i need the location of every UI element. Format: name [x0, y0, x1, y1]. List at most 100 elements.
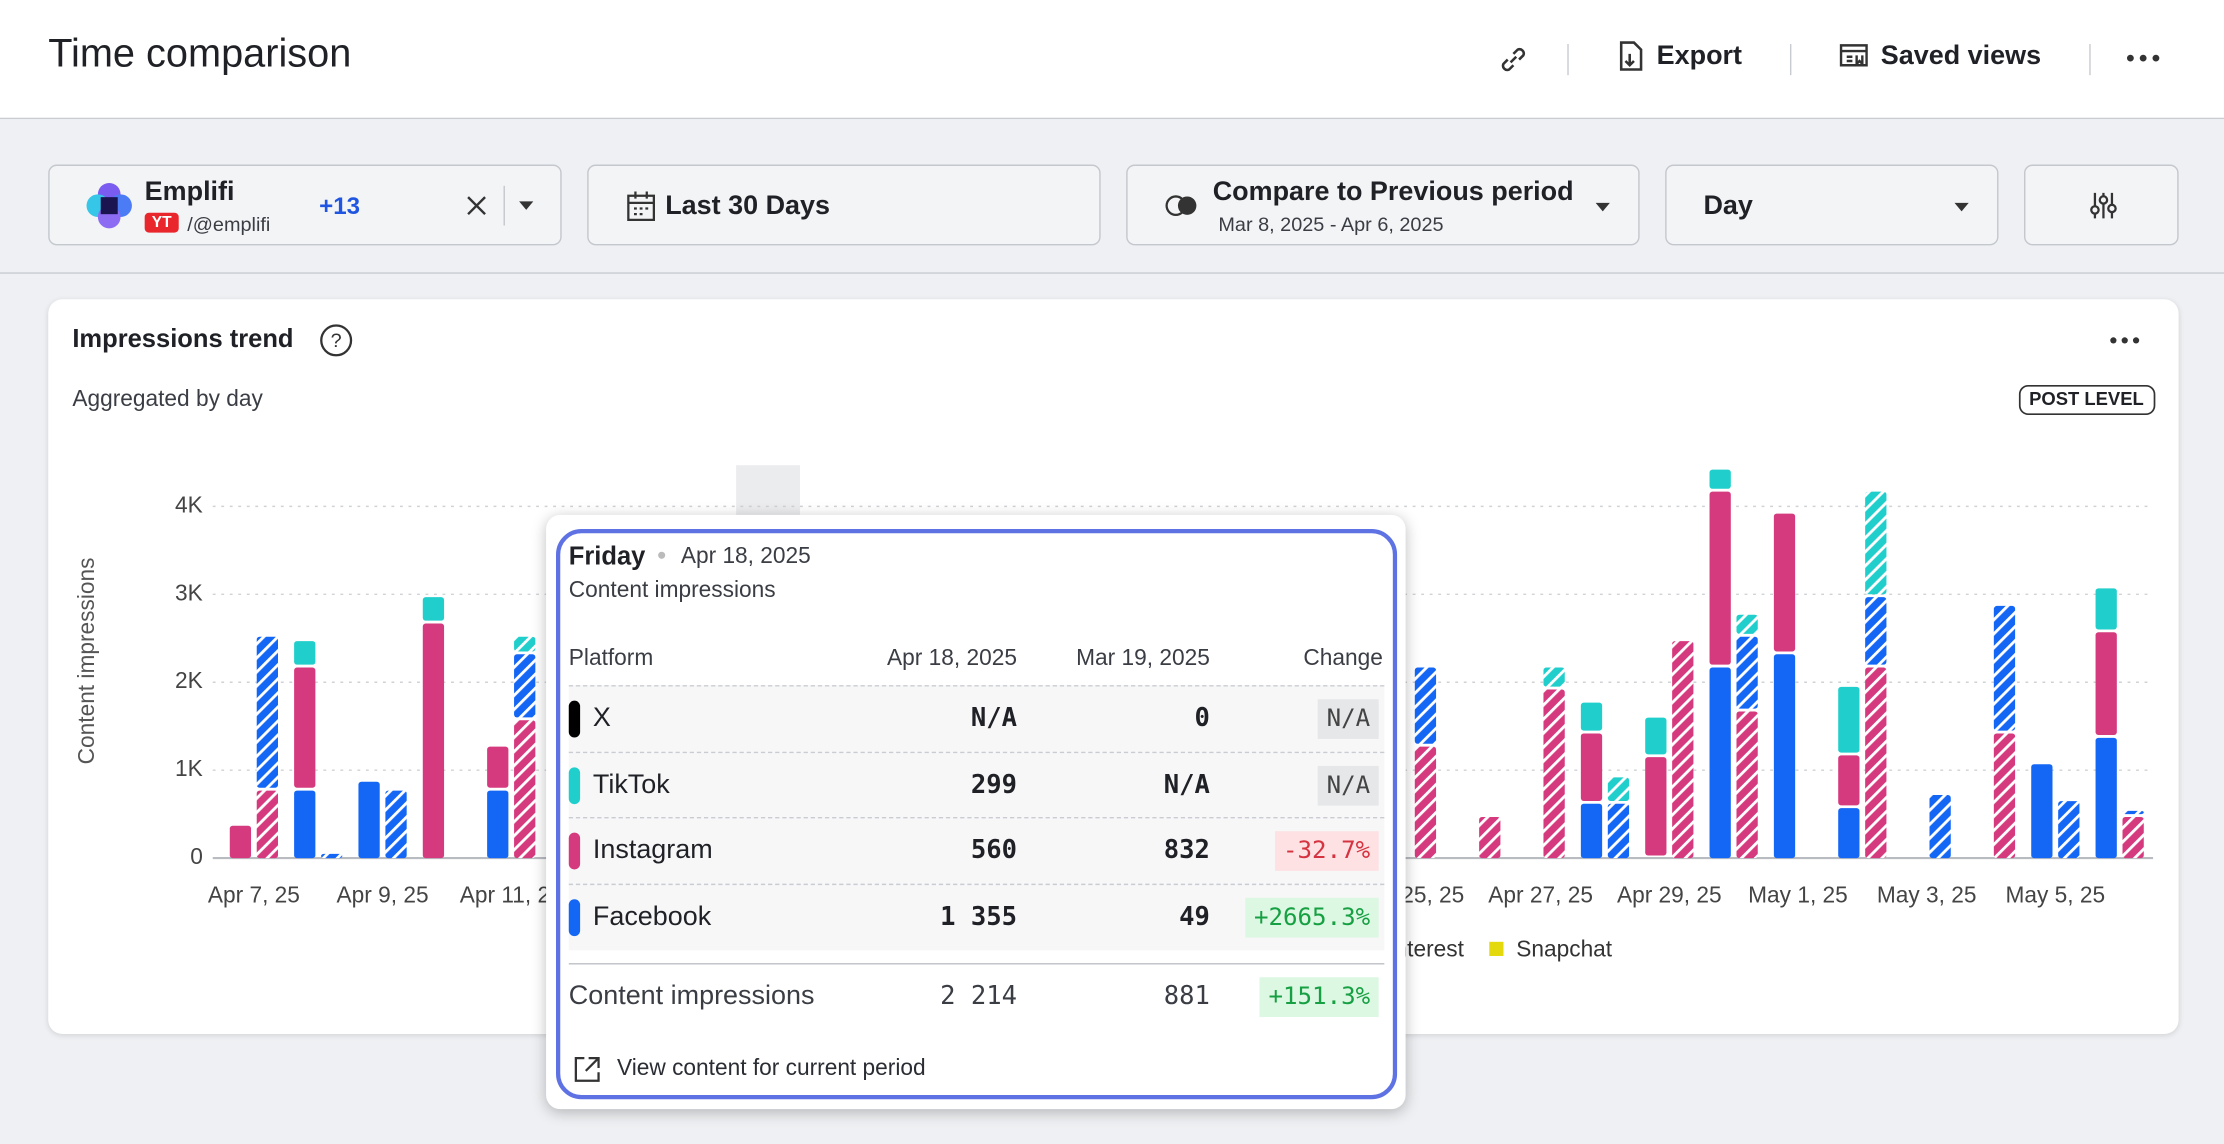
- y-axis-label: Content impressions: [73, 558, 99, 765]
- badge-box: [2018, 384, 2156, 416]
- granularity: Day: [1703, 191, 1753, 222]
- saved-views-label: Saved views: [1880, 41, 2042, 71]
- divider: [2089, 43, 2091, 76]
- compare-range: Mar 8, 2025 - Apr 6, 2025: [1218, 212, 1444, 236]
- export-button[interactable]: Export: [1617, 40, 1742, 74]
- profile-filter[interactable]: Emplifi YT /@emplifi +13: [48, 164, 562, 246]
- svg-text:?: ?: [331, 330, 342, 352]
- export-label: Export: [1656, 41, 1743, 71]
- previous-bar-segment: [1479, 816, 1501, 859]
- bar-segment: [1580, 733, 1603, 801]
- date-filter[interactable]: Last 30 Days: [587, 164, 1101, 246]
- previous-bar-segment: [1736, 711, 1758, 859]
- more-menu[interactable]: [2126, 51, 2163, 65]
- date-range: Last 30 Days: [665, 191, 831, 222]
- divider: [1789, 43, 1792, 76]
- bar-segment: [358, 781, 380, 859]
- change-value: N/A: [1318, 765, 1379, 805]
- tooltip-table: Platform Apr 18, 2025 Mar 19, 2025 Change X N…: [560, 533, 1393, 1095]
- previous-bar-segment: [514, 720, 536, 859]
- saved-views-button[interactable]: Saved views: [1838, 40, 2041, 74]
- bar-segment: [2095, 737, 2117, 859]
- previous-bar-segment: [321, 853, 343, 859]
- current-value: 1 355: [940, 901, 1017, 932]
- table-row: TikTok 299 N/A N/A: [568, 751, 1385, 818]
- tooltip-metric: Content impressions: [568, 578, 776, 603]
- column-header: Change: [1303, 646, 1383, 671]
- caret[interactable]: [1953, 201, 1970, 212]
- x-tick-label: Apr 11, 25: [460, 881, 563, 907]
- previous-bar-segment: [514, 654, 536, 718]
- previous-bar-segment: [256, 790, 279, 859]
- network-badge: YT: [144, 212, 179, 233]
- open-icon: [574, 1056, 600, 1082]
- previous-bar-segment: [1607, 803, 1630, 859]
- view-content-link[interactable]: View content for current period: [616, 1056, 926, 1081]
- table-header: Platform Apr 18, 2025 Mar 19, 2025 Change: [569, 627, 1385, 692]
- level-badge: POST LEVEL: [2029, 388, 2144, 409]
- previous-bar-segment: [1993, 733, 2016, 859]
- divider: [1567, 43, 1569, 76]
- x-tick-label: Apr 27, 25: [1488, 881, 1593, 907]
- change-value: N/A: [1318, 699, 1379, 739]
- divider: [503, 185, 505, 226]
- sliders-icon: [2090, 192, 2117, 219]
- legend-swatch: [1489, 941, 1504, 956]
- compare-filter[interactable]: Compare to Previous period Mar 8, 2025 -…: [1126, 164, 1640, 246]
- settings-button[interactable]: [2024, 164, 2179, 246]
- more-profiles[interactable]: +13: [319, 192, 361, 220]
- compare-icon: [1165, 195, 1197, 217]
- y-tick-label: 0: [190, 843, 203, 869]
- change-value: +2665.3%: [1245, 897, 1379, 937]
- compare-label: Compare to Previous period: [1212, 177, 1574, 208]
- previous-bar-segment: [1993, 605, 2016, 731]
- y-tick-label: 3K: [175, 579, 203, 605]
- clear-icon[interactable]: [465, 194, 488, 217]
- help-icon[interactable]: ?: [320, 324, 353, 357]
- previous-bar-segment: [1736, 636, 1758, 709]
- x-tick-label: Apr 7, 25: [208, 881, 300, 907]
- caret[interactable]: [1594, 201, 1611, 212]
- top-bar: Time comparison Export Saved views: [0, 0, 2224, 120]
- bar-segment: [422, 623, 445, 859]
- caret[interactable]: [518, 200, 535, 211]
- platform-color: [568, 766, 581, 804]
- previous-bar-segment: [2122, 816, 2144, 859]
- card-menu[interactable]: [2110, 337, 2140, 344]
- bar-segment: [294, 790, 316, 859]
- change-value: -32.7%: [1274, 831, 1379, 871]
- profile-name: Emplifi: [144, 177, 235, 208]
- previous-bar-segment: [1929, 794, 1951, 859]
- x-tick-label: Apr 9, 25: [337, 881, 429, 907]
- bar-segment: [1773, 654, 1796, 859]
- previous-bar-segment: [1865, 667, 1887, 859]
- bar-segment: [1838, 755, 1860, 806]
- x-tick-label: May 1, 25: [1748, 881, 1848, 907]
- platform-color: [568, 898, 581, 936]
- platform-color: [568, 700, 581, 738]
- previous-bar-segment: [1414, 667, 1437, 744]
- column-header: Apr 18, 2025: [887, 646, 1017, 671]
- tooltip-frame: Friday Apr 18, 2025 Content impressions …: [556, 529, 1398, 1100]
- platform-name: X: [592, 703, 611, 734]
- tooltip: Friday Apr 18, 2025 Content impressions …: [546, 514, 1406, 1110]
- bar-segment: [1838, 686, 1860, 753]
- export-icon: [1619, 41, 1643, 71]
- x-tick-label: Apr 29, 25: [1617, 881, 1722, 907]
- total-current: 2 214: [940, 981, 1017, 1012]
- granularity-filter[interactable]: Day: [1665, 164, 1999, 246]
- bar-segment: [487, 746, 509, 788]
- table-row: Instagram 560 832 -32.7%: [568, 816, 1385, 884]
- bar-segment: [229, 825, 252, 859]
- bar-segment: [1773, 513, 1796, 652]
- previous-bar-segment: [256, 636, 279, 788]
- platform-color: [568, 832, 581, 870]
- column-header: Platform: [568, 646, 654, 671]
- previous-value: 0: [1194, 703, 1210, 734]
- previous-bar-segment: [2058, 801, 2080, 859]
- bar-segment: [1709, 491, 1731, 665]
- x-tick-label: May 3, 25: [1877, 881, 1977, 907]
- current-value: 560: [970, 835, 1017, 866]
- previous-bar-segment: [385, 790, 407, 859]
- link-icon[interactable]: [1496, 43, 1530, 77]
